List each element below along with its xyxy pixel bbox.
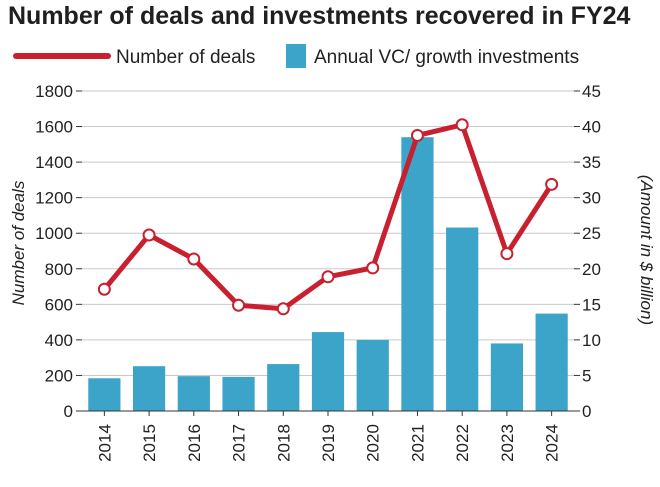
- x-tick-label: 2014: [95, 424, 114, 462]
- deals-point-2019: [321, 270, 335, 284]
- y2-tick-label: 20: [582, 260, 601, 279]
- x-tick-label: 2018: [274, 424, 293, 462]
- y2-tick-label: 25: [582, 224, 601, 243]
- y2-axis-label: (Amount in $ billion): [637, 175, 656, 325]
- legend-label-investments: Annual VC/ growth investments: [314, 47, 579, 68]
- bar-2020: [356, 339, 389, 411]
- y-tick-label: 600: [45, 295, 73, 314]
- y-tick-label: 1800: [35, 82, 73, 101]
- y-tick-label: 200: [45, 366, 73, 385]
- deals-point-2020: [366, 261, 380, 275]
- y-tick-label: 400: [45, 331, 73, 350]
- x-axis-ticks: 2014 2015 2016 2017 2018 2019 2020 2021 2022 2023…: [95, 411, 562, 462]
- bar-2015: [132, 366, 166, 411]
- deals-point-2023: [500, 247, 514, 261]
- bar-2023: [490, 343, 524, 411]
- deals-point-2021: [410, 128, 424, 142]
- x-tick-label: 2020: [364, 424, 383, 462]
- y2-tick-label: 5: [582, 366, 591, 385]
- y2-tick-label: 10: [582, 331, 601, 350]
- y2-tick-label: 40: [582, 118, 601, 137]
- deals-point-2018: [276, 302, 290, 316]
- bar-2018: [267, 364, 300, 411]
- y-tick-label: 1000: [35, 224, 73, 243]
- x-tick-label: 2021: [408, 424, 427, 462]
- y2-tick-label: 35: [582, 153, 601, 172]
- y-tick-label: 800: [45, 260, 73, 279]
- x-tick-label: 2023: [498, 424, 517, 462]
- deals-point-2014: [97, 282, 111, 296]
- deals-point-2017: [232, 298, 246, 312]
- legend: Number of deals Annual VC/ growth invest…: [13, 44, 579, 68]
- x-tick-label: 2024: [543, 424, 562, 462]
- y-tick-label: 1600: [35, 118, 73, 137]
- bar-2024: [535, 313, 568, 411]
- deals-point-2024: [545, 177, 559, 191]
- x-tick-label: 2016: [185, 424, 204, 462]
- legend-label-deals: Number of deals: [116, 47, 255, 68]
- deals-point-2015: [142, 228, 156, 242]
- bar-2014: [88, 378, 121, 411]
- x-tick-label: 2017: [230, 424, 249, 462]
- x-tick-label: 2022: [453, 424, 472, 462]
- y2-tick-label: 0: [582, 402, 591, 421]
- right-axis-ticks: 0 5 10 15 20 25 30 35 40 45: [574, 82, 601, 421]
- deals-point-2022: [455, 118, 469, 132]
- legend-bar-swatch: [286, 44, 306, 68]
- bar-2021: [401, 137, 434, 411]
- chart-title: Number of deals and investments recovere…: [8, 2, 631, 30]
- y-tick-label: 1400: [35, 153, 73, 172]
- bar-2022: [446, 227, 479, 411]
- y-tick-label: 0: [64, 402, 73, 421]
- x-tick-label: 2015: [140, 424, 159, 462]
- x-tick-label: 2019: [319, 424, 338, 462]
- y2-tick-label: 45: [582, 82, 601, 101]
- y-axis-label: Number of deals: [9, 180, 28, 305]
- y-tick-label: 1200: [35, 189, 73, 208]
- bar-2019: [311, 332, 345, 411]
- line-series: [97, 118, 559, 316]
- deals-point-2016: [187, 252, 201, 266]
- left-axis-ticks: 0 200 400 600 800 1000 1200 1400 1600 1800: [35, 82, 82, 421]
- y2-tick-label: 15: [582, 295, 601, 314]
- bar-2017: [222, 376, 255, 411]
- bar-2016: [177, 376, 210, 411]
- bar-series: [88, 137, 568, 411]
- y2-tick-label: 30: [582, 189, 601, 208]
